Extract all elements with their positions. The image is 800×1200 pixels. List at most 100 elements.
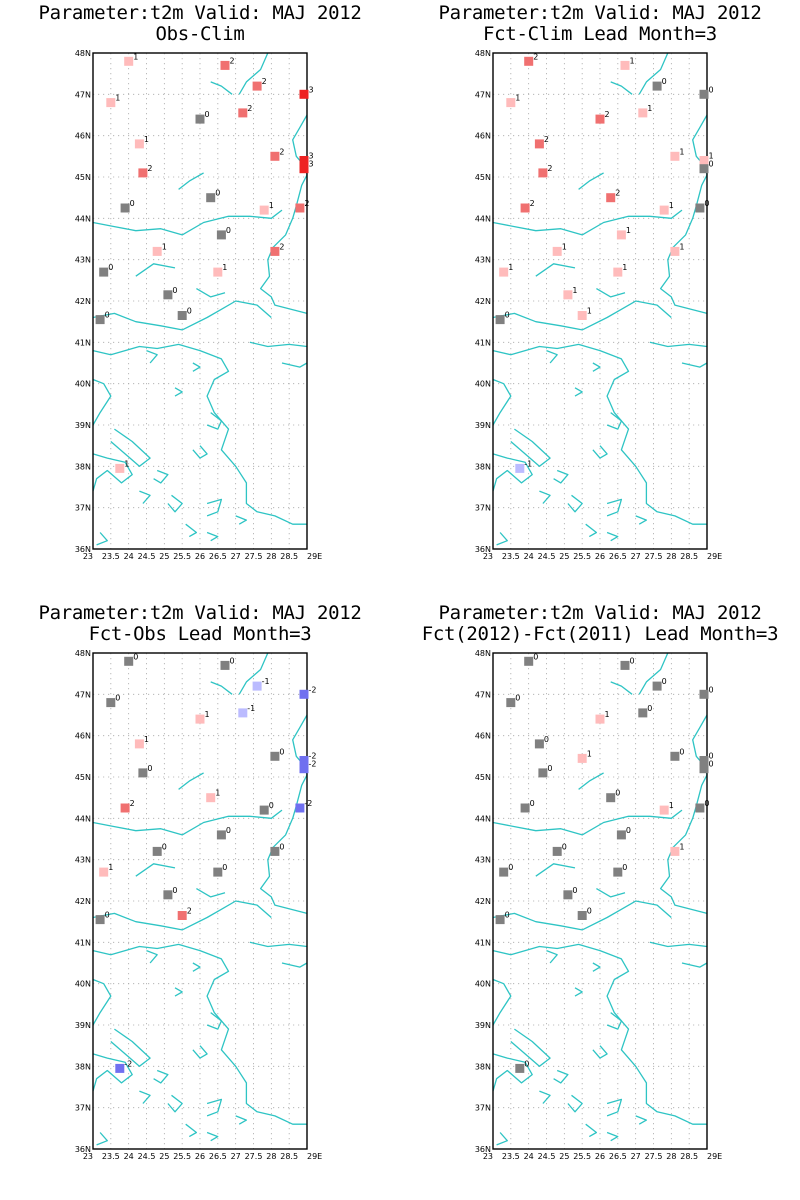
station-value-label: 0 — [709, 685, 714, 694]
station-marker — [270, 751, 280, 761]
station-marker — [299, 764, 309, 774]
lat-tick-label: 44N — [475, 814, 491, 823]
coastline — [638, 52, 669, 95]
lat-tick-label: 48N — [475, 649, 491, 658]
coastline — [139, 490, 151, 504]
station-marker — [670, 246, 680, 256]
coastline — [596, 288, 626, 298]
coastline — [92, 900, 272, 931]
coastline — [649, 341, 708, 348]
station-marker — [613, 267, 623, 277]
lon-tick-label: 25 — [559, 1152, 569, 1161]
station-value-label: -2 — [304, 799, 312, 808]
station-marker — [206, 793, 216, 803]
station-marker — [699, 164, 709, 174]
coastlines — [92, 52, 308, 546]
lat-tick-label: 48N — [75, 49, 91, 58]
lat-tick-label: 44N — [75, 814, 91, 823]
lon-tick-label: 29E — [707, 552, 722, 561]
coastline — [153, 469, 169, 484]
station-value-label: 0 — [505, 911, 510, 920]
lon-tick-label: 23 — [83, 552, 93, 561]
lon-tick-label: 24 — [524, 1152, 534, 1161]
station-value-label: 0 — [572, 886, 577, 895]
lat-tick-label: 38N — [75, 1062, 91, 1071]
coastline — [206, 1131, 219, 1142]
coastline — [510, 1028, 551, 1067]
station-value-label: -1 — [247, 704, 255, 713]
station-value-label: 0 — [162, 842, 167, 851]
coastline — [167, 1094, 183, 1113]
station-value-label: -2 — [309, 685, 317, 694]
lat-tick-label: 47N — [475, 90, 491, 99]
coastline — [92, 209, 283, 236]
coastline — [659, 714, 708, 915]
lon-tick-label: 27.5 — [645, 1152, 663, 1161]
gridlines — [93, 53, 307, 549]
coastline — [192, 445, 208, 459]
lon-tick-label: 27 — [231, 552, 241, 561]
station-marker — [134, 739, 144, 749]
station-marker — [216, 230, 226, 240]
lon-tick-label: 26.5 — [209, 1152, 227, 1161]
lon-tick-label: 23 — [83, 1152, 93, 1161]
station-marker — [152, 846, 162, 856]
coastline — [606, 412, 623, 430]
station-value-label: 1 — [144, 135, 149, 144]
station-value-label: 0 — [704, 799, 709, 808]
lon-tick-label: 23.5 — [502, 552, 520, 561]
station-marker — [299, 689, 309, 699]
lon-tick-label: 24 — [124, 552, 134, 561]
station-value-label: 2 — [533, 52, 538, 61]
station-value-label: 1 — [215, 789, 220, 798]
lat-tick-label: 42N — [475, 897, 491, 906]
coastline — [235, 515, 248, 525]
station-marker — [638, 108, 648, 118]
station-marker — [95, 915, 105, 925]
lon-tick-label: 25 — [159, 552, 169, 561]
lat-tick-label: 41N — [75, 338, 91, 347]
lat-tick-label: 48N — [75, 649, 91, 658]
coastline — [110, 1028, 151, 1067]
station-value-label: 2 — [544, 135, 549, 144]
station-value-label: 1 — [630, 56, 635, 65]
lon-tick-label: 27 — [631, 552, 641, 561]
station-value-label: 0 — [172, 886, 177, 895]
station-marker — [699, 156, 709, 165]
lon-tick-label: 26 — [195, 552, 205, 561]
station-value-label: 1 — [205, 710, 210, 719]
coastline — [235, 1115, 248, 1125]
lat-tick-label: 43N — [75, 856, 91, 865]
station-marker — [216, 830, 226, 840]
lon-tick-label: 23 — [483, 552, 493, 561]
coastline — [492, 378, 512, 426]
lat-tick-label: 48N — [475, 49, 491, 58]
station-marker — [606, 793, 616, 803]
lat-tick-label: 47N — [475, 690, 491, 699]
coastline — [110, 428, 151, 467]
station-marker — [652, 681, 662, 691]
lat-tick-label: 46N — [75, 132, 91, 141]
station-value-label: 0 — [515, 694, 520, 703]
coastline — [592, 962, 601, 972]
coastline — [174, 987, 183, 997]
station-marker — [270, 846, 280, 856]
coastline — [192, 962, 201, 972]
panel-title: Parameter:t2m Valid: MAJ 2012 — [38, 2, 362, 24]
panel-title: Parameter:t2m Valid: MAJ 2012 — [38, 602, 362, 624]
lon-tick-label: 24.5 — [138, 552, 156, 561]
station-marker — [695, 803, 705, 813]
station-value-label: 0 — [662, 77, 667, 86]
panel-subtitle: Fct-Obs Lead Month=3 — [88, 623, 312, 645]
lon-tick-label: 26 — [195, 1152, 205, 1161]
station-value-label: 3 — [309, 152, 314, 161]
coastline — [539, 1090, 551, 1104]
station-marker — [299, 156, 309, 165]
coastline — [567, 1094, 583, 1113]
station-value-label: 2 — [304, 199, 309, 208]
gridlines — [93, 653, 307, 1149]
station-marker — [616, 230, 626, 240]
lat-tick-label: 47N — [75, 90, 91, 99]
station-marker — [270, 246, 280, 256]
